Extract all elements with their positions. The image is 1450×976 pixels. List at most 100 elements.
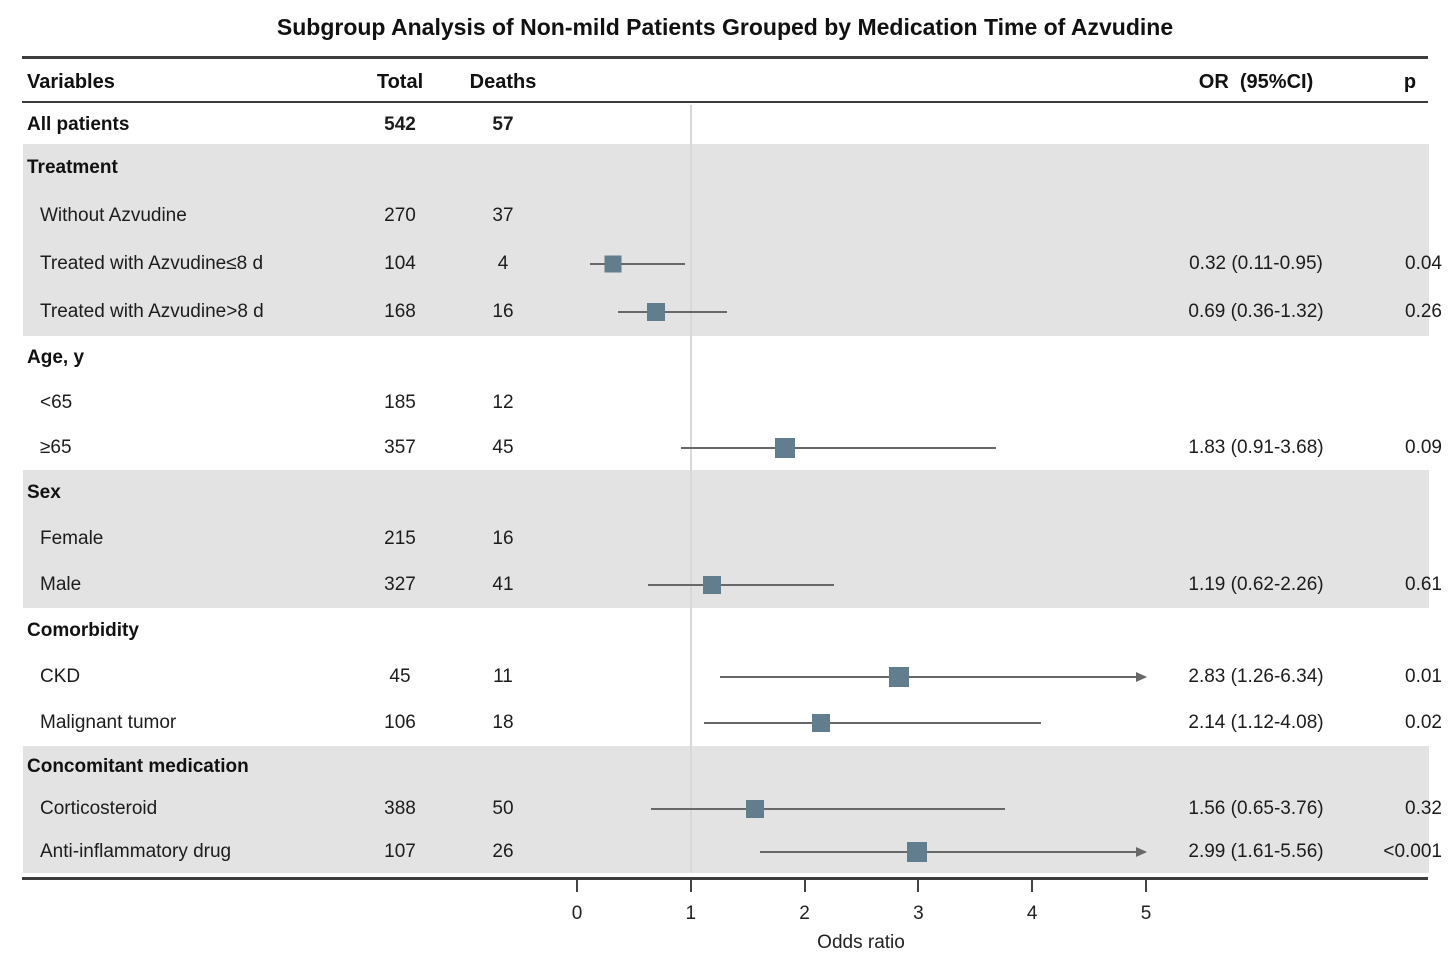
table-row: Age, y: [0, 336, 1450, 381]
x-axis-tick-label: 2: [799, 903, 810, 924]
row-shading-band: [23, 746, 1429, 789]
reference-line-or-1: [689, 105, 692, 873]
total-value: 270: [384, 205, 416, 226]
p-value: 0.32: [1405, 798, 1442, 820]
deaths-value: 57: [492, 113, 514, 135]
confidence-interval-whisker: [647, 584, 835, 586]
row-shading-band: [23, 516, 1429, 562]
total-value: 388: [384, 798, 416, 820]
row-label: ≥65: [40, 436, 72, 458]
row-label: Corticosteroid: [40, 798, 158, 820]
row-shading-band: [23, 144, 1429, 192]
deaths-value: 4: [497, 253, 509, 274]
confidence-interval-whisker: [650, 808, 1005, 811]
x-axis-tick-label: 1: [685, 903, 697, 924]
p-value: 0.26: [1405, 301, 1442, 322]
x-axis-tick-label: 5: [1140, 903, 1152, 924]
or-ci-value: 2.83 (1.26-6.34): [1188, 666, 1324, 687]
table-row: Male 327 41 1.19 (0.62-2.26) 0.61: [0, 562, 1450, 608]
table-row: Malignant tumor 106 18 2.14 (1.12-4.08) 0.02: [0, 700, 1450, 746]
deaths-value: 16: [492, 528, 514, 549]
total-value: 542: [384, 113, 416, 135]
deaths-value: 11: [493, 666, 513, 687]
row-shading-band: [23, 470, 1429, 516]
chart-title: Subgroup Analysis of Non-mild Patients G…: [276, 14, 1174, 40]
deaths-value: 12: [492, 392, 514, 414]
deaths-value: 41: [492, 574, 514, 595]
column-header-or-ci: OR (95%CI): [1198, 70, 1314, 93]
row-label: Treatment: [27, 157, 118, 178]
odds-ratio-marker: [889, 667, 910, 687]
top-rule: [22, 56, 1428, 59]
ci-truncation-arrow: [1136, 672, 1147, 682]
column-header-p: p: [1403, 70, 1417, 93]
column-header-deaths: Deaths: [469, 70, 537, 93]
deaths-value: 45: [492, 436, 514, 458]
ci-truncation-arrow: [1136, 846, 1147, 857]
column-header-total: Total: [376, 70, 424, 93]
p-value: 0.04: [1405, 253, 1442, 274]
row-label: Male: [40, 574, 82, 595]
deaths-value: 18: [492, 712, 514, 733]
table-row: Sex: [0, 470, 1450, 516]
table-row: Anti-inflammatory drug 107 26 2.99 (1.61-5.…: [0, 830, 1450, 873]
x-axis-tick: [689, 880, 692, 892]
row-label: Female: [40, 528, 104, 549]
p-value: 0.01: [1405, 666, 1442, 687]
table-row: Comorbidity: [0, 608, 1450, 654]
x-axis-tick: [576, 880, 578, 892]
confidence-interval-whisker: [680, 446, 996, 449]
deaths-value: 37: [492, 205, 514, 226]
or-ci-value: 1.56 (0.65-3.76): [1188, 798, 1324, 820]
x-axis-tick: [1031, 880, 1034, 892]
odds-ratio-marker: [604, 255, 622, 273]
x-axis-tick: [803, 880, 806, 892]
total-value: 357: [384, 436, 416, 458]
deaths-value: 50: [492, 798, 514, 820]
p-value: 0.09: [1405, 436, 1442, 458]
row-label: <65: [40, 392, 73, 414]
table-row: Corticosteroid 388 50 1.56 (0.65-3.76) 0.32: [0, 788, 1450, 831]
row-label: All patients: [27, 113, 130, 135]
odds-ratio-marker: [907, 841, 928, 862]
odds-ratio-marker: [646, 303, 665, 321]
x-axis-tick-label: 3: [913, 903, 924, 924]
or-ci-value: 2.99 (1.61-5.56): [1188, 840, 1324, 862]
total-value: 106: [384, 712, 416, 733]
table-row: <65 185 12: [0, 381, 1450, 426]
table-row: Female 215 16: [0, 516, 1450, 562]
or-ci-value: 1.19 (0.62-2.26): [1188, 574, 1324, 595]
table-row: Treatment: [0, 144, 1450, 192]
bottom-rule: [22, 877, 1428, 880]
row-label: Anti-inflammatory drug: [40, 840, 232, 862]
row-shading-band: [23, 192, 1429, 240]
row-label: Concomitant medication: [27, 756, 249, 778]
row-label: CKD: [40, 666, 81, 687]
total-value: 215: [384, 528, 416, 549]
header-rule: [22, 101, 1428, 103]
total-value: 168: [384, 301, 416, 322]
column-header-variables: Variables: [27, 70, 115, 93]
confidence-interval-whisker: [617, 311, 728, 313]
or-ci-value: 0.32 (0.11-0.95): [1189, 253, 1323, 274]
table-row: Treated with Azvudine>8 d 168 16 0.69 (0.36…: [0, 288, 1450, 336]
row-shading-band: [23, 830, 1429, 873]
odds-ratio-marker: [775, 437, 796, 458]
or-ci-value: 1.83 (0.91-3.68): [1188, 436, 1324, 458]
table-row: Treated with Azvudine≤8 d 104 4 0.32 (0.11-…: [0, 240, 1450, 288]
row-label: Comorbidity: [27, 620, 139, 641]
row-label: Malignant tumor: [40, 712, 177, 733]
row-label: Treated with Azvudine≤8 d: [40, 253, 264, 274]
total-value: 107: [384, 840, 416, 862]
deaths-value: 26: [492, 840, 514, 862]
p-value: <0.001: [1383, 840, 1442, 862]
p-value: 0.61: [1405, 574, 1442, 595]
x-axis-tick-label: 0: [571, 903, 583, 924]
confidence-interval-whisker: [589, 263, 686, 265]
confidence-interval-whisker: [760, 850, 1136, 853]
or-ci-value: 0.69 (0.36-1.32): [1188, 301, 1324, 322]
table-row: CKD 45 11 2.83 (1.26-6.34) 0.01: [0, 654, 1450, 700]
confidence-interval-whisker: [704, 722, 1042, 724]
odds-ratio-marker: [811, 714, 830, 732]
